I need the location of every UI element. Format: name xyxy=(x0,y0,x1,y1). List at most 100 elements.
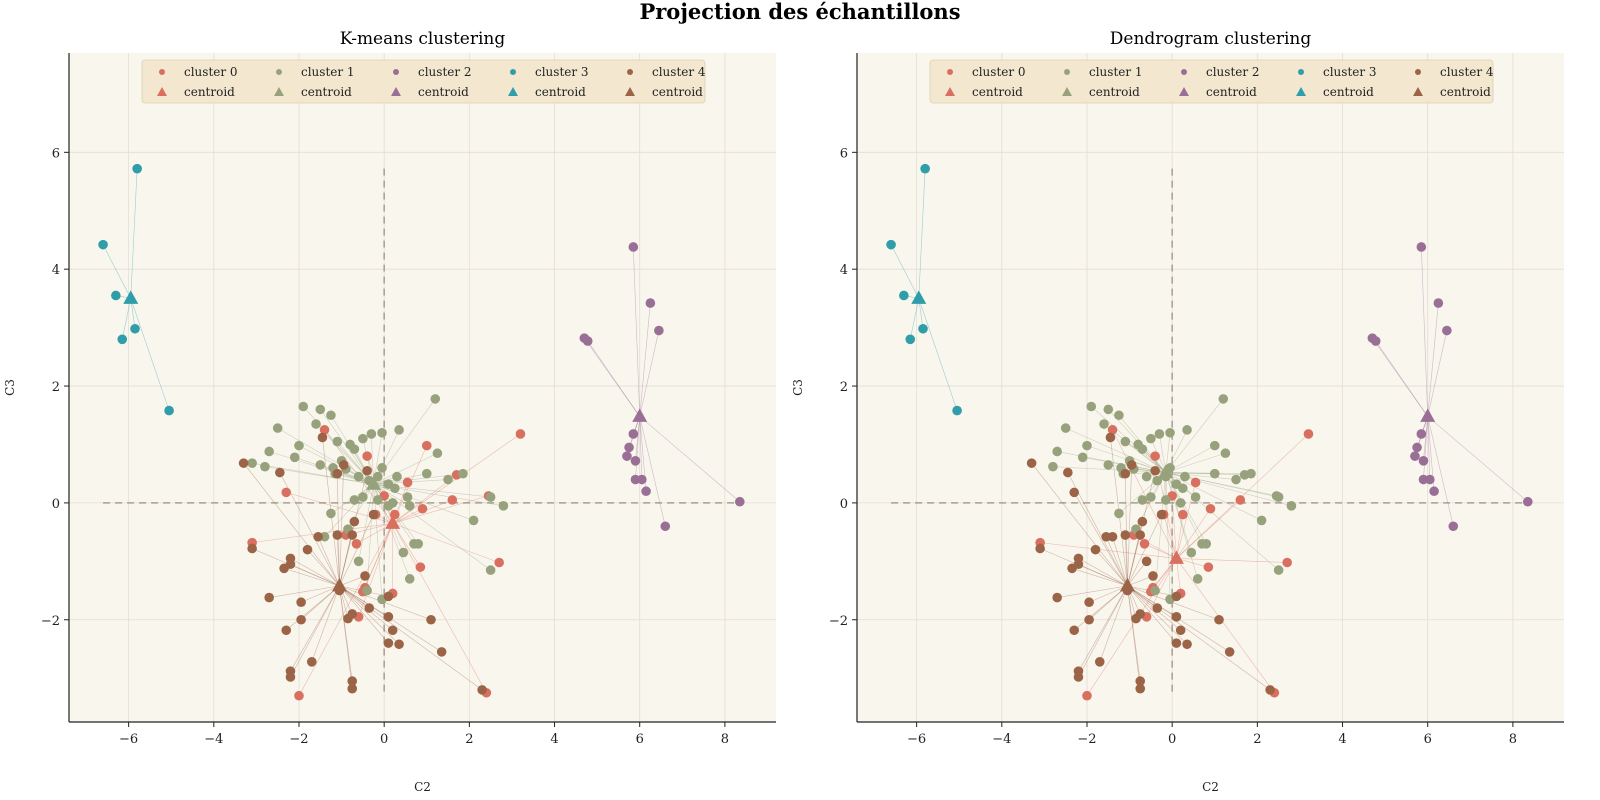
cluster-4-point xyxy=(317,432,328,443)
legend-triangle-marker xyxy=(1296,87,1306,96)
cluster-1-point xyxy=(468,515,479,526)
centroid-link xyxy=(1125,473,1128,586)
centroid-link xyxy=(1040,548,1128,587)
centroid-link xyxy=(639,416,740,502)
cluster-2-point xyxy=(654,325,664,336)
cluster-2-point xyxy=(1370,336,1381,346)
cluster-4-centroid xyxy=(331,577,347,592)
legend-dot-marker xyxy=(159,69,165,75)
cluster-1-point xyxy=(377,463,387,473)
centroid-link xyxy=(1078,558,1128,587)
centroid-link xyxy=(639,416,666,527)
cluster-0-point xyxy=(515,429,526,439)
centroid-link xyxy=(358,484,374,562)
cluster-4-point xyxy=(1265,685,1275,695)
centroid-link xyxy=(1127,514,1162,586)
cluster-2-point xyxy=(1448,521,1459,532)
cluster-0-point xyxy=(417,503,428,514)
centroid-link xyxy=(1427,416,1528,502)
cluster-4-point xyxy=(1052,592,1062,603)
centroid-link xyxy=(639,416,643,480)
legend-dot-marker xyxy=(276,69,282,75)
cluster-4-point xyxy=(296,614,306,625)
cluster-1-point xyxy=(260,461,270,472)
legend-label: cluster 2 xyxy=(418,65,472,79)
centroid-link xyxy=(290,558,340,587)
legend-dot-marker xyxy=(1415,69,1421,75)
centroid-link xyxy=(339,470,368,586)
centroid-link xyxy=(252,548,340,587)
cluster-1-point xyxy=(247,458,257,468)
cluster-1-point xyxy=(326,508,336,519)
panel-title: Dendrogram clustering xyxy=(1110,29,1312,49)
legend-label: cluster 1 xyxy=(1089,65,1143,79)
cluster-4-centroid xyxy=(1119,577,1135,592)
cluster-1-point xyxy=(1114,410,1124,421)
cluster-3-point xyxy=(132,163,142,174)
centroid-link xyxy=(1176,558,1288,563)
cluster-4-point xyxy=(247,543,257,554)
centroid-link xyxy=(130,298,170,411)
cluster-1-point xyxy=(272,423,283,433)
centroid-link xyxy=(1088,585,1128,620)
x-tick-label: −4 xyxy=(204,732,223,747)
cluster-1-point xyxy=(1209,468,1220,479)
y-tick-label: 6 xyxy=(52,146,60,161)
cluster-1-point xyxy=(498,501,509,511)
centroid-link xyxy=(1165,472,1262,521)
centroid-link xyxy=(1127,585,1141,689)
legend-triangle-marker xyxy=(945,87,955,96)
cluster-4-point xyxy=(1090,544,1101,555)
panel-title: K-means clustering xyxy=(340,29,506,49)
cluster-4-point xyxy=(1152,603,1163,613)
cluster-1-point xyxy=(398,547,409,558)
cluster-1-point xyxy=(421,468,432,479)
cluster-3-point xyxy=(98,239,108,250)
y-tick-label: 4 xyxy=(840,263,848,278)
legend-dot-marker xyxy=(393,69,399,75)
cluster-1-point xyxy=(1103,460,1114,470)
cluster-1-point xyxy=(1060,423,1071,433)
centroid-link xyxy=(1165,472,1171,600)
centroid-link xyxy=(1127,464,1133,586)
cluster-3-point xyxy=(899,290,909,301)
centroid-link xyxy=(1372,337,1428,417)
centroid-link xyxy=(337,473,340,586)
cluster-3-point xyxy=(111,290,121,301)
centroid-link xyxy=(339,585,353,689)
cluster-1-point xyxy=(358,492,368,502)
cluster-1-point xyxy=(264,446,274,457)
cluster-1-point xyxy=(394,425,404,435)
legend-label: cluster 3 xyxy=(535,65,589,79)
cluster-4-point xyxy=(264,592,274,603)
cluster-1-point xyxy=(1150,585,1160,596)
cluster-0-point xyxy=(351,538,362,549)
centroid-link xyxy=(1176,558,1181,594)
centroid-link xyxy=(890,244,920,299)
x-tick-label: −2 xyxy=(289,732,308,747)
cluster-4-point xyxy=(477,685,487,695)
cluster-3-centroid xyxy=(123,290,139,304)
cluster-2-point xyxy=(1433,298,1444,308)
cluster-1-point xyxy=(366,429,377,439)
centroid-link xyxy=(392,523,487,693)
x-tick-label: 0 xyxy=(380,732,388,747)
cluster-1-point xyxy=(298,401,309,412)
legend-label: cluster 4 xyxy=(652,65,706,79)
centroid-link xyxy=(1057,585,1128,598)
x-tick-label: 4 xyxy=(1338,732,1346,747)
centroid-link xyxy=(317,536,340,586)
cluster-1-point xyxy=(1246,468,1256,479)
cluster-4-point xyxy=(1135,530,1146,540)
legend: cluster 0 centroid cluster 1 centroid cluste… xyxy=(929,59,1494,104)
cluster-1-point xyxy=(1182,425,1192,435)
centroid-link xyxy=(1112,536,1128,586)
centroid-link xyxy=(1078,563,1128,587)
cluster-4-point xyxy=(1224,647,1235,657)
centroid-link xyxy=(1427,303,1439,417)
cluster-1-point xyxy=(372,471,383,482)
cluster-1-point xyxy=(1273,492,1284,502)
cluster-1-point xyxy=(1146,433,1156,444)
centroid-link xyxy=(587,340,640,417)
cluster-1-point xyxy=(1165,427,1175,438)
